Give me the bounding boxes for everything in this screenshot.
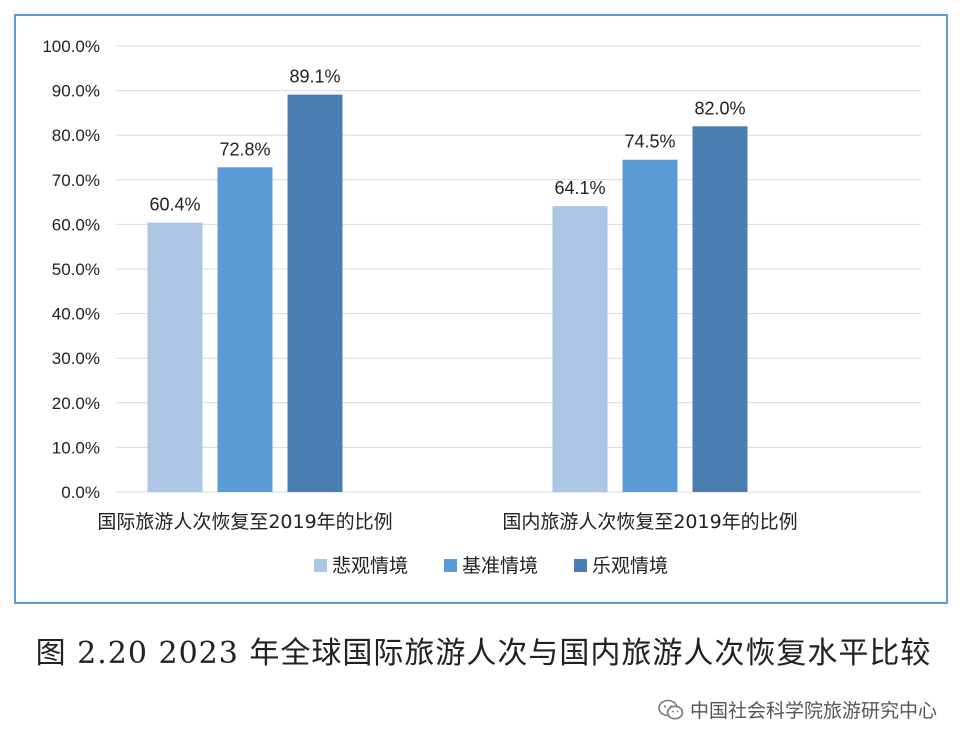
y-tick-label: 40.0% bbox=[52, 305, 100, 324]
bar bbox=[287, 94, 343, 492]
legend-label: 悲观情境 bbox=[332, 555, 408, 577]
figure-caption: 图 2.20 2023 年全球国际旅游人次与国内旅游人次恢复水平比较 bbox=[35, 636, 932, 671]
bar bbox=[622, 159, 678, 493]
y-tick-label: 60.0% bbox=[52, 215, 100, 234]
legend-label: 乐观情境 bbox=[592, 555, 668, 577]
y-tick-label: 70.0% bbox=[52, 171, 100, 190]
y-tick-label: 100.0% bbox=[42, 37, 100, 56]
legend-swatch bbox=[444, 559, 457, 572]
chart-frame: 0.0% 10.0% 20.0% 30.0% 40.0% 50.0% 60.0% 70.0% 8… bbox=[14, 14, 948, 604]
y-tick-label: 80.0% bbox=[52, 126, 100, 145]
watermark-text: 中国社会科学院旅游研究中心 bbox=[689, 700, 937, 722]
y-tick-label: 30.0% bbox=[52, 349, 100, 368]
data-label: 89.1% bbox=[289, 67, 340, 87]
y-tick-label: 10.0% bbox=[52, 438, 100, 457]
bar bbox=[217, 167, 273, 492]
legend-swatch bbox=[314, 559, 327, 572]
data-label: 74.5% bbox=[624, 132, 675, 152]
y-tick-label: 0.0% bbox=[61, 483, 100, 502]
wechat-icon bbox=[658, 699, 684, 719]
data-label: 72.8% bbox=[219, 139, 270, 159]
y-tick-label: 20.0% bbox=[52, 394, 100, 413]
bar-chart: 0.0% 10.0% 20.0% 30.0% 40.0% 50.0% 60.0% 70.0% 8… bbox=[42, 37, 921, 577]
watermark: 中国社会科学院旅游研究中心 bbox=[658, 696, 937, 723]
y-tick-label: 50.0% bbox=[52, 260, 100, 279]
data-label: 64.1% bbox=[554, 178, 605, 198]
bar bbox=[147, 222, 203, 492]
y-tick-label: 90.0% bbox=[52, 82, 100, 101]
x-category-label: 国际旅游人次恢复至2019年的比例 bbox=[97, 511, 392, 533]
data-label: 60.4% bbox=[149, 195, 200, 215]
legend-swatch bbox=[574, 559, 587, 572]
legend-label: 基准情境 bbox=[462, 555, 538, 577]
bar bbox=[552, 206, 608, 492]
bar bbox=[692, 126, 748, 492]
x-category-label: 国内旅游人次恢复至2019年的比例 bbox=[502, 511, 797, 533]
data-label: 82.0% bbox=[694, 98, 745, 118]
